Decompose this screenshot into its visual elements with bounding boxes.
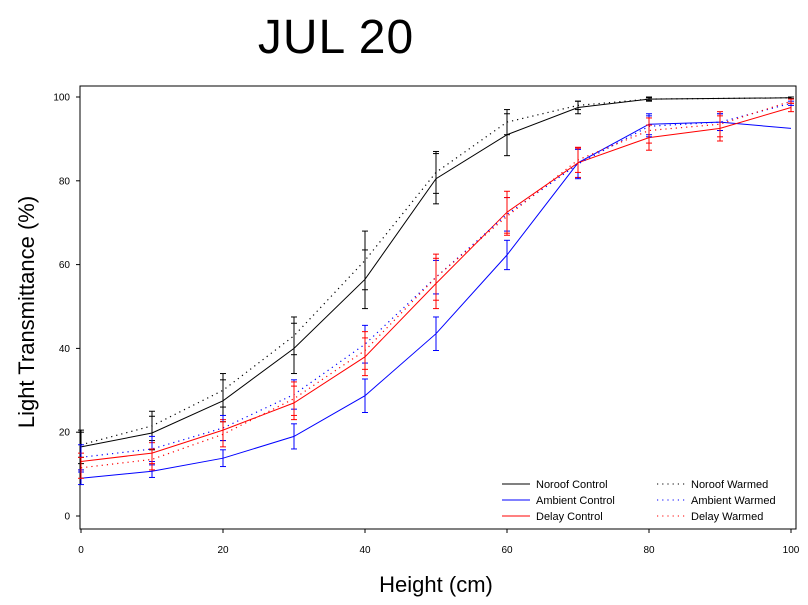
- error-bar: [433, 150, 439, 194]
- error-bar: [717, 111, 723, 138]
- y-tick-label: 20: [59, 428, 71, 439]
- error-bar: [291, 381, 297, 416]
- error-bar: [362, 378, 368, 414]
- error-bar: [504, 109, 510, 136]
- x-tick-label: 20: [217, 545, 229, 556]
- error-bar: [646, 97, 652, 101]
- legend-label: Delay Control: [536, 511, 603, 523]
- series-5: [78, 98, 794, 479]
- chart-title: JUL 20: [257, 11, 415, 64]
- error-bar: [78, 456, 84, 479]
- legend-item: Noroof Warmed: [657, 479, 768, 491]
- error-bar: [291, 423, 297, 450]
- legend-item: Ambient Control: [502, 495, 615, 507]
- legend-item: Delay Control: [502, 511, 603, 523]
- legend-item: Delay Warmed: [657, 511, 763, 523]
- series-layer: [78, 96, 794, 486]
- series-line: [80, 97, 792, 448]
- error-bar: [220, 373, 226, 408]
- legend-item: Ambient Warmed: [657, 495, 776, 507]
- legend: Noroof Control Ambient Control Delay Contr…: [502, 479, 776, 523]
- x-tick-label: 80: [643, 545, 655, 556]
- plot-frame: [79, 85, 797, 530]
- y-tick-label: 100: [53, 93, 70, 104]
- x-tick-label: 40: [359, 545, 371, 556]
- legend-label: Ambient Warmed: [691, 495, 776, 507]
- error-bar: [433, 316, 439, 351]
- legend-label: Noroof Warmed: [691, 479, 768, 491]
- series-1: [78, 113, 792, 486]
- error-bar: [504, 197, 510, 236]
- legend-item: Noroof Control: [502, 479, 608, 491]
- x-tick-label: 0: [78, 545, 84, 556]
- error-bar: [575, 146, 581, 173]
- error-bar: [291, 316, 297, 356]
- axis-ticks: 0 20 40 60 80 100 0 20 40 60 80 100: [53, 93, 799, 557]
- y-tick-label: 60: [59, 260, 71, 271]
- error-bar: [646, 117, 652, 144]
- error-bar: [220, 421, 226, 448]
- error-bar: [362, 230, 368, 291]
- legend-label: Noroof Control: [536, 479, 608, 491]
- error-bar: [788, 98, 794, 104]
- legend-label: Ambient Control: [536, 495, 615, 507]
- legend-label: Delay Warmed: [691, 511, 763, 523]
- error-bar: [575, 100, 581, 111]
- error-bar: [220, 449, 226, 468]
- x-tick-label: 60: [501, 545, 513, 556]
- y-tick-label: 80: [59, 176, 71, 187]
- y-tick-label: 0: [64, 512, 70, 523]
- x-axis-label: Height (cm): [379, 572, 493, 597]
- error-bar: [149, 448, 155, 471]
- y-axis-label: Light Transmittance (%): [14, 196, 39, 428]
- error-bar: [504, 239, 510, 271]
- y-tick-label: 40: [59, 344, 71, 355]
- error-bar: [362, 331, 368, 370]
- error-bar: [433, 253, 439, 301]
- x-tick-label: 100: [783, 545, 800, 556]
